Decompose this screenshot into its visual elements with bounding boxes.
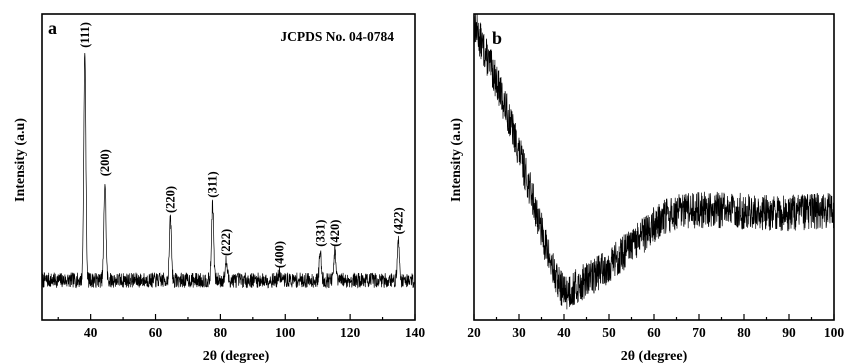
x-tick-label: 50 bbox=[602, 325, 616, 340]
panel-a-chart: 40 60 80 100 120 140 (111) (200) (220) (311) (222… bbox=[13, 13, 426, 364]
panel-b-plot-frame bbox=[473, 13, 835, 321]
peak-label: (311) bbox=[206, 171, 220, 197]
x-tick-label: 100 bbox=[824, 325, 845, 340]
x-tick-label: 90 bbox=[782, 325, 796, 340]
x-tick-label: 30 bbox=[512, 325, 526, 340]
peak-label: (200) bbox=[98, 149, 112, 176]
peak-label: (111) bbox=[78, 22, 92, 48]
panel-b-series-line bbox=[473, 13, 835, 310]
x-tick-label: 40 bbox=[84, 325, 98, 340]
peak-label: (222) bbox=[219, 229, 233, 256]
panel-b-y-axis-label: Intensity (a.u) bbox=[449, 118, 464, 202]
peak-label: (420) bbox=[328, 220, 342, 247]
x-tick-label: 100 bbox=[275, 325, 296, 340]
panel-b-chart: 20 30 40 50 60 70 80 90 100 b 2θ (degree) Intens… bbox=[449, 13, 844, 364]
panel-a-x-axis-label: 2θ (degree) bbox=[203, 349, 270, 364]
panel-b-x-axis-label: 2θ (degree) bbox=[621, 349, 688, 364]
panel-a-letter: a bbox=[48, 18, 57, 38]
peak-label: (220) bbox=[163, 186, 177, 213]
panel-a-y-axis-label: Intensity (a.u) bbox=[13, 118, 28, 202]
peak-label: (331) bbox=[313, 220, 327, 247]
panel-b-x-ticks: 20 30 40 50 60 70 80 90 100 bbox=[467, 314, 844, 340]
x-tick-label: 70 bbox=[692, 325, 706, 340]
x-tick-label: 140 bbox=[405, 325, 426, 340]
panel-b-letter: b bbox=[492, 28, 502, 48]
panel-a-series-line bbox=[41, 52, 416, 289]
panel-a-annotation: JCPDS No. 04-0784 bbox=[280, 29, 394, 44]
peak-label: (400) bbox=[272, 241, 286, 268]
x-tick-label: 60 bbox=[647, 325, 661, 340]
x-tick-label: 120 bbox=[340, 325, 361, 340]
peak-label: (422) bbox=[392, 207, 406, 234]
panel-a-plot-frame bbox=[41, 13, 416, 321]
x-tick-label: 80 bbox=[737, 325, 751, 340]
panel-a-x-ticks: 40 60 80 100 120 140 bbox=[57, 314, 426, 340]
x-tick-label: 40 bbox=[557, 325, 571, 340]
panel-a-peak-labels: (111) (200) (220) (311) (222) (400) (331) (420)… bbox=[78, 22, 406, 268]
x-tick-label: 60 bbox=[149, 325, 163, 340]
x-tick-label: 20 bbox=[467, 325, 481, 340]
x-tick-label: 80 bbox=[214, 325, 228, 340]
